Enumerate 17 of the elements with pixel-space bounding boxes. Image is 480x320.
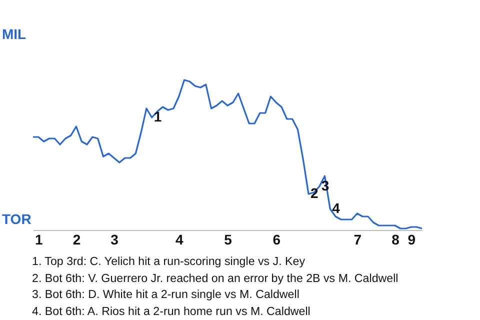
x-tick-label: 2 [72,232,81,248]
x-tick-label: 3 [110,232,119,248]
text: 4. Bot 6th: A. Rios hit a 2-run home run vs M. Caldwell [32,304,312,320]
x-tick-label: 6 [272,232,281,248]
x-tick-label: 5 [224,232,232,248]
text: 1. Top 3rd: C. Yelich hit a run-scoring single vs J. Key [32,254,306,270]
x-tick-label: 9 [408,232,416,248]
x-tick-label: 8 [392,232,400,248]
x-tick-label: 4 [175,232,184,248]
text: TOR [2,211,32,227]
annotation: 1 [154,108,162,124]
annotation: 4 [332,200,340,216]
text: 2. Bot 6th: V. Guerrero Jr. reached on an error by the 2B vs M. Caldwell [32,270,400,286]
text: 3. Bot 6th: D. White hit a 2-run single vs M. Caldwell [32,287,300,303]
text: MIL [2,26,26,42]
x-tick-label: 1 [35,232,44,248]
x-tick-label: 7 [354,232,362,248]
